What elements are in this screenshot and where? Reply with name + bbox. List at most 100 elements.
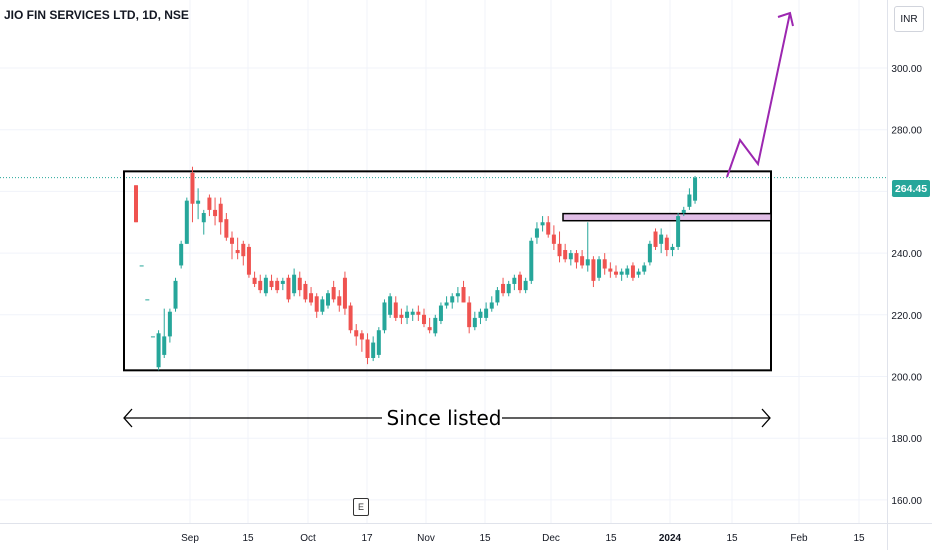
candle-body bbox=[348, 305, 353, 331]
symbol-title: JIO FIN SERVICES LTD, 1D, NSE bbox=[4, 8, 189, 22]
candle-body bbox=[557, 243, 562, 257]
candle-body bbox=[568, 253, 573, 260]
candle-body bbox=[393, 302, 398, 318]
span-arrow-left-head bbox=[123, 408, 133, 428]
resistance-zone bbox=[562, 212, 772, 222]
candle-body bbox=[495, 290, 500, 303]
candle-body bbox=[478, 311, 483, 318]
candle-body bbox=[551, 234, 556, 244]
candle-body bbox=[693, 177, 698, 201]
x-tick-label: 2024 bbox=[659, 533, 682, 544]
x-tick-label: 15 bbox=[853, 533, 865, 544]
candle-body bbox=[258, 280, 263, 291]
x-tick-label: Nov bbox=[417, 533, 435, 544]
candle-body bbox=[416, 311, 421, 315]
candle-body bbox=[297, 277, 302, 291]
candle-body bbox=[382, 302, 387, 331]
candle-body bbox=[320, 299, 325, 312]
x-tick-label: 17 bbox=[361, 533, 373, 544]
candle-body bbox=[591, 259, 596, 281]
candle-body bbox=[472, 317, 477, 328]
candle-body bbox=[484, 308, 489, 318]
candle-body bbox=[585, 259, 590, 266]
last-price-tag: 264.45 bbox=[892, 180, 930, 197]
candle-body bbox=[241, 243, 246, 257]
candle-body bbox=[653, 231, 658, 247]
candle-body bbox=[269, 280, 274, 288]
candle-body bbox=[433, 317, 438, 334]
candle-body bbox=[529, 240, 534, 281]
candle-body bbox=[325, 293, 330, 306]
candle-body bbox=[405, 311, 410, 318]
projection-arrow-line bbox=[726, 12, 791, 178]
candle-body bbox=[376, 330, 381, 355]
x-tick-label: 15 bbox=[479, 533, 491, 544]
candle-body bbox=[314, 296, 319, 312]
chart-grid bbox=[0, 0, 887, 523]
candle-body bbox=[670, 246, 675, 251]
candle-body bbox=[597, 259, 602, 278]
candle-body bbox=[139, 265, 144, 267]
candle-body bbox=[630, 265, 635, 278]
currency-button[interactable]: INR bbox=[894, 6, 924, 32]
candles-layer bbox=[134, 166, 698, 371]
candle-body bbox=[184, 200, 189, 244]
y-tick-label: 200.00 bbox=[891, 373, 922, 384]
time-axis[interactable]: Sep 15 Oct 17 Nov 15 Dec 15 2024 15 Feb 15 bbox=[181, 533, 865, 544]
candle-body bbox=[156, 333, 161, 368]
candle-body bbox=[229, 237, 234, 244]
y-tick-label: 160.00 bbox=[891, 496, 922, 507]
candle-body bbox=[450, 296, 455, 303]
candle-body bbox=[410, 311, 415, 315]
candle-body bbox=[517, 274, 522, 291]
candle-body bbox=[546, 222, 551, 235]
candle-body bbox=[455, 293, 460, 297]
candle-body bbox=[337, 296, 342, 306]
candle-body bbox=[421, 314, 426, 325]
candle-body bbox=[574, 253, 579, 263]
candle-body bbox=[664, 237, 669, 251]
x-tick-label: Feb bbox=[790, 533, 808, 544]
x-tick-label: Oct bbox=[300, 533, 316, 544]
candle-body bbox=[512, 277, 517, 284]
candle-body bbox=[167, 311, 172, 337]
candle-body bbox=[218, 203, 223, 223]
candle-body bbox=[438, 305, 443, 321]
candle-body bbox=[280, 280, 285, 284]
candle-body bbox=[388, 296, 393, 315]
candle-body bbox=[647, 243, 652, 263]
y-tick-label: 300.00 bbox=[891, 64, 922, 75]
candle-body bbox=[625, 268, 630, 275]
earnings-marker-icon[interactable]: E bbox=[353, 498, 369, 516]
overlay-layer: Since listed bbox=[123, 11, 794, 430]
x-tick-label: Dec bbox=[542, 533, 560, 544]
candle-body bbox=[489, 302, 494, 309]
candle-body bbox=[252, 277, 257, 284]
candle-body bbox=[608, 268, 613, 272]
x-tick-label: 15 bbox=[726, 533, 738, 544]
candle-body bbox=[580, 256, 585, 266]
candle-body bbox=[342, 277, 347, 309]
candle-body bbox=[292, 274, 297, 294]
candle-body bbox=[676, 216, 681, 247]
candle-body bbox=[444, 302, 449, 306]
candle-body bbox=[619, 271, 624, 275]
candle-body bbox=[134, 185, 138, 223]
y-tick-label: 280.00 bbox=[891, 126, 922, 137]
candle-body bbox=[427, 327, 432, 331]
candle-body bbox=[145, 299, 150, 301]
candle-body bbox=[467, 302, 472, 328]
candle-body bbox=[207, 197, 212, 210]
candle-body bbox=[506, 283, 511, 294]
candle-body bbox=[213, 209, 218, 217]
x-tick-label: 15 bbox=[605, 533, 617, 544]
candle-body bbox=[659, 234, 664, 244]
candle-body bbox=[190, 172, 195, 204]
candle-body bbox=[162, 336, 167, 355]
candle-body bbox=[196, 200, 201, 204]
y-tick-label: 220.00 bbox=[891, 311, 922, 322]
candle-body bbox=[150, 336, 155, 338]
price-axis[interactable]: 160.00180.00200.00220.00240.00260.00280.… bbox=[891, 64, 922, 507]
